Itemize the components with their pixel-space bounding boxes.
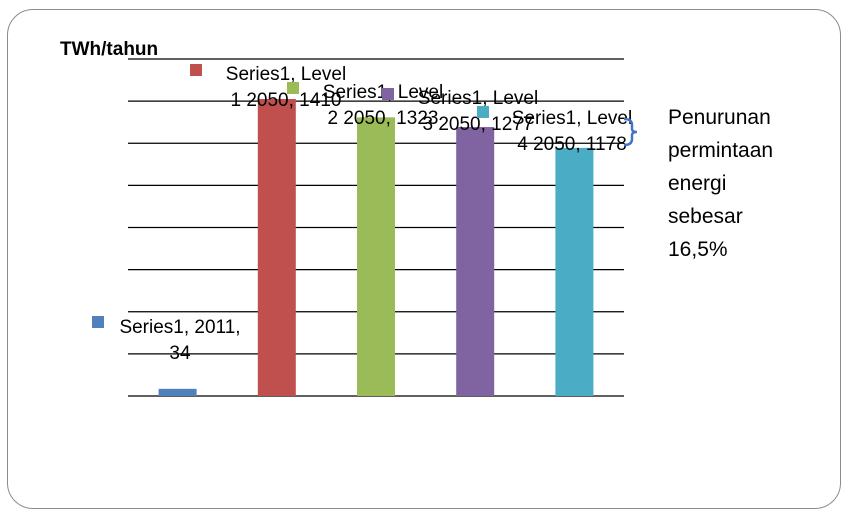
bar-level-3-2050 bbox=[456, 127, 495, 397]
data-label-marker bbox=[287, 82, 299, 94]
data-label-marker bbox=[477, 106, 489, 118]
bar-level-4-2050 bbox=[555, 147, 594, 396]
decrease-note: Penurunan permintaan energi sebesar 16,5% bbox=[668, 106, 773, 261]
decrease-bracket-icon bbox=[623, 117, 638, 147]
data-label-marker bbox=[190, 64, 202, 76]
slide-frame bbox=[7, 9, 841, 509]
bar-2011 bbox=[158, 388, 197, 396]
data-label-marker bbox=[92, 316, 104, 328]
bar-level-2-2050 bbox=[357, 117, 395, 396]
data-labels: Series1, 2011, 34 Series1, Level 1 2050, 14… bbox=[92, 64, 632, 364]
chart: Series1, 2011, 34 Series1, Level 1 2050, 14… bbox=[60, 39, 773, 397]
data-label: Series1, Level 3 2050, 1277 bbox=[418, 88, 538, 135]
y-axis-unit-label: TWh/tahun bbox=[60, 39, 158, 60]
data-label: Series1, Level 4 2050, 1178 bbox=[512, 108, 632, 155]
data-label-marker bbox=[382, 88, 394, 100]
bars bbox=[158, 99, 594, 397]
data-label: Series1, 2011, 34 bbox=[119, 317, 240, 364]
data-label: Series1, Level 1 2050, 1410 bbox=[226, 64, 346, 111]
bar-level-1-2050 bbox=[257, 99, 296, 397]
